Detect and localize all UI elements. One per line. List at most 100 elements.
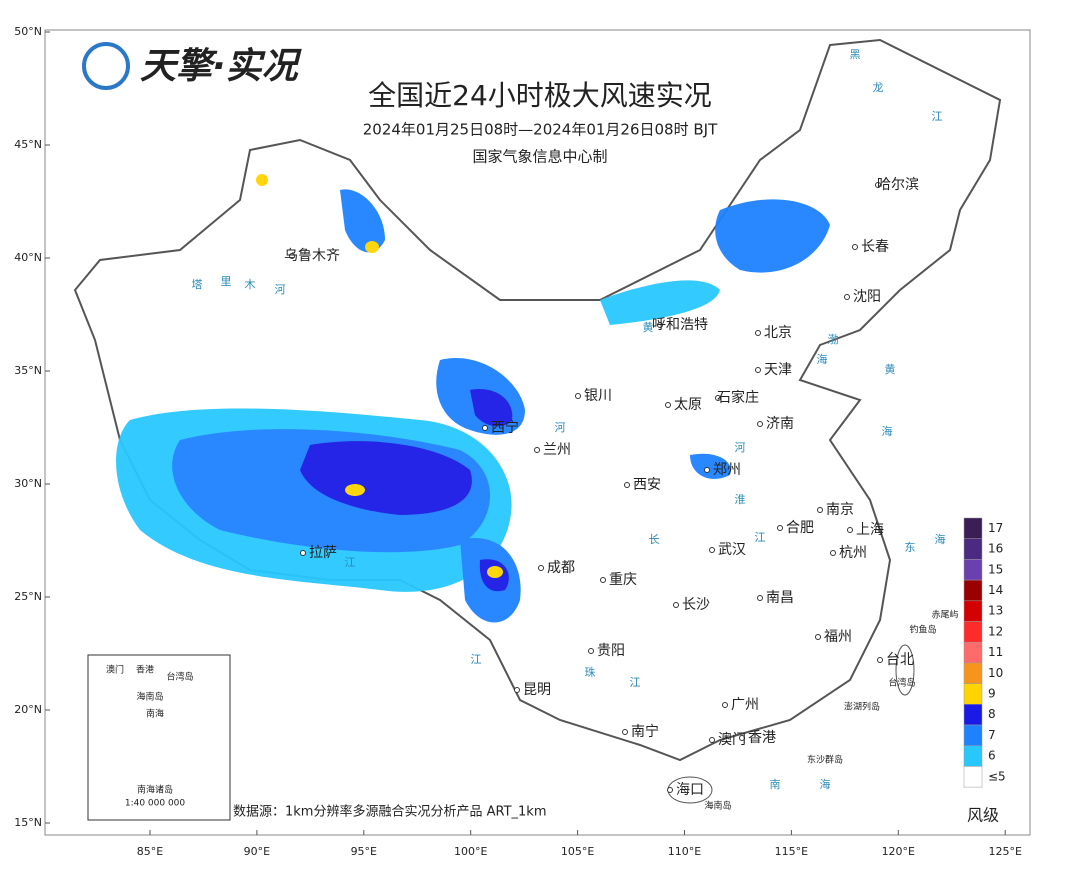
island-label: 赤尾屿 — [931, 610, 958, 621]
legend-label: 9 — [988, 686, 996, 700]
lat-label: 40°N — [14, 251, 42, 264]
island-label: 澎湖列岛 — [844, 701, 880, 713]
city-dot — [289, 253, 295, 259]
city-dot — [538, 565, 544, 571]
city-dot — [514, 687, 520, 693]
island-label: 东沙群岛 — [807, 754, 843, 766]
legend-swatch — [963, 766, 983, 788]
taiwan — [895, 644, 915, 696]
city-label: 天津 — [764, 362, 792, 378]
city-dot — [300, 550, 306, 556]
city-label: 太原 — [674, 397, 702, 413]
wind-field — [116, 174, 830, 623]
lon-label: 85°E — [137, 845, 163, 858]
lat-label: 35°N — [14, 364, 42, 377]
legend-swatch — [963, 704, 983, 726]
city-label: 成都 — [547, 560, 575, 576]
inset-label: 南海诸岛 — [137, 784, 173, 796]
city-dot — [575, 393, 581, 399]
water-label: 海 — [820, 777, 831, 791]
legend-label: 12 — [988, 624, 1003, 638]
legend-label: 14 — [988, 583, 1003, 597]
legend-label: 6 — [988, 749, 996, 763]
city-dot — [673, 602, 679, 608]
water-label: 里 — [221, 275, 232, 288]
water-label: 黑 — [850, 48, 861, 61]
legend-label: 10 — [988, 666, 1003, 680]
legend-label: ≤5 — [988, 769, 1006, 783]
city-label: 海口 — [676, 782, 704, 798]
inset-map — [87, 654, 231, 821]
city-dot — [847, 527, 853, 533]
city-dot — [877, 657, 883, 663]
water-label: 渤 — [828, 333, 839, 346]
inset-label: 台湾岛 — [166, 671, 193, 683]
producer: 国家气象信息中心制 — [472, 148, 607, 166]
lon-label: 110°E — [668, 845, 701, 858]
city-label: 澳门 — [718, 732, 746, 748]
water-label: 河 — [275, 283, 286, 296]
water-label: 东 — [905, 541, 916, 554]
water-label: 河 — [555, 421, 566, 434]
lon-label: 120°E — [882, 845, 915, 858]
city-label: 银川 — [584, 388, 612, 404]
legend-label: 15 — [988, 562, 1003, 576]
city-dot — [755, 367, 761, 373]
legend-swatch — [963, 621, 983, 643]
legend-swatch — [963, 724, 983, 746]
city-dot — [817, 507, 823, 513]
city-label: 武汉 — [718, 542, 746, 558]
city-label: 南昌 — [766, 590, 794, 606]
city-label: 重庆 — [609, 572, 637, 588]
lat-label: 50°N — [14, 25, 42, 38]
city-label: 上海 — [856, 522, 884, 538]
water-label: 海 — [935, 532, 946, 546]
city-label: 乌鲁木齐 — [284, 248, 340, 264]
legend-label: 16 — [988, 542, 1003, 556]
water-label: 塔 — [192, 278, 203, 291]
city-dot — [657, 322, 663, 328]
lon-label: 100°E — [454, 845, 487, 858]
city-label: 台北 — [886, 652, 914, 668]
water-label: 江 — [630, 676, 641, 689]
city-dot — [667, 787, 673, 793]
legend-swatch — [963, 517, 983, 539]
lat-label: 20°N — [14, 703, 42, 716]
city-label: 郑州 — [713, 462, 741, 478]
city-label: 贵阳 — [597, 643, 625, 659]
water-label: 黄 — [643, 320, 654, 334]
logo-icon — [82, 42, 130, 90]
city-dot — [622, 729, 628, 735]
water-label: 江 — [932, 110, 943, 123]
water-label: 南 — [770, 778, 781, 791]
legend-label: 17 — [988, 521, 1003, 535]
city-label: 合肥 — [786, 520, 814, 536]
water-label: 黄 — [885, 362, 896, 376]
legend-swatch — [963, 579, 983, 602]
city-label: 石家庄 — [717, 389, 759, 406]
legend-label: 13 — [988, 604, 1003, 618]
city-dot — [482, 425, 488, 431]
city-label: 呼和浩特 — [652, 317, 708, 333]
lon-label: 90°E — [244, 845, 270, 858]
city-label: 西安 — [633, 477, 661, 493]
city-dot — [852, 244, 858, 250]
city-label: 南宁 — [631, 723, 659, 740]
city-dot — [875, 182, 881, 188]
lat-label: 45°N — [14, 138, 42, 151]
city-dot — [815, 634, 821, 640]
water-label: 江 — [755, 531, 766, 544]
city-dot — [534, 447, 540, 453]
legend-label: 8 — [988, 707, 996, 721]
legend-label: 11 — [988, 645, 1003, 659]
legend-swatch — [963, 600, 983, 622]
city-label: 广州 — [731, 697, 759, 713]
city-label: 杭州 — [839, 545, 867, 561]
water-label: 木 — [245, 278, 256, 291]
city-label: 西宁 — [491, 419, 519, 436]
legend-swatch — [963, 641, 983, 664]
legend-swatch — [963, 662, 983, 684]
inset-label: 澳门 — [106, 664, 124, 676]
lat-label: 25°N — [14, 590, 42, 603]
